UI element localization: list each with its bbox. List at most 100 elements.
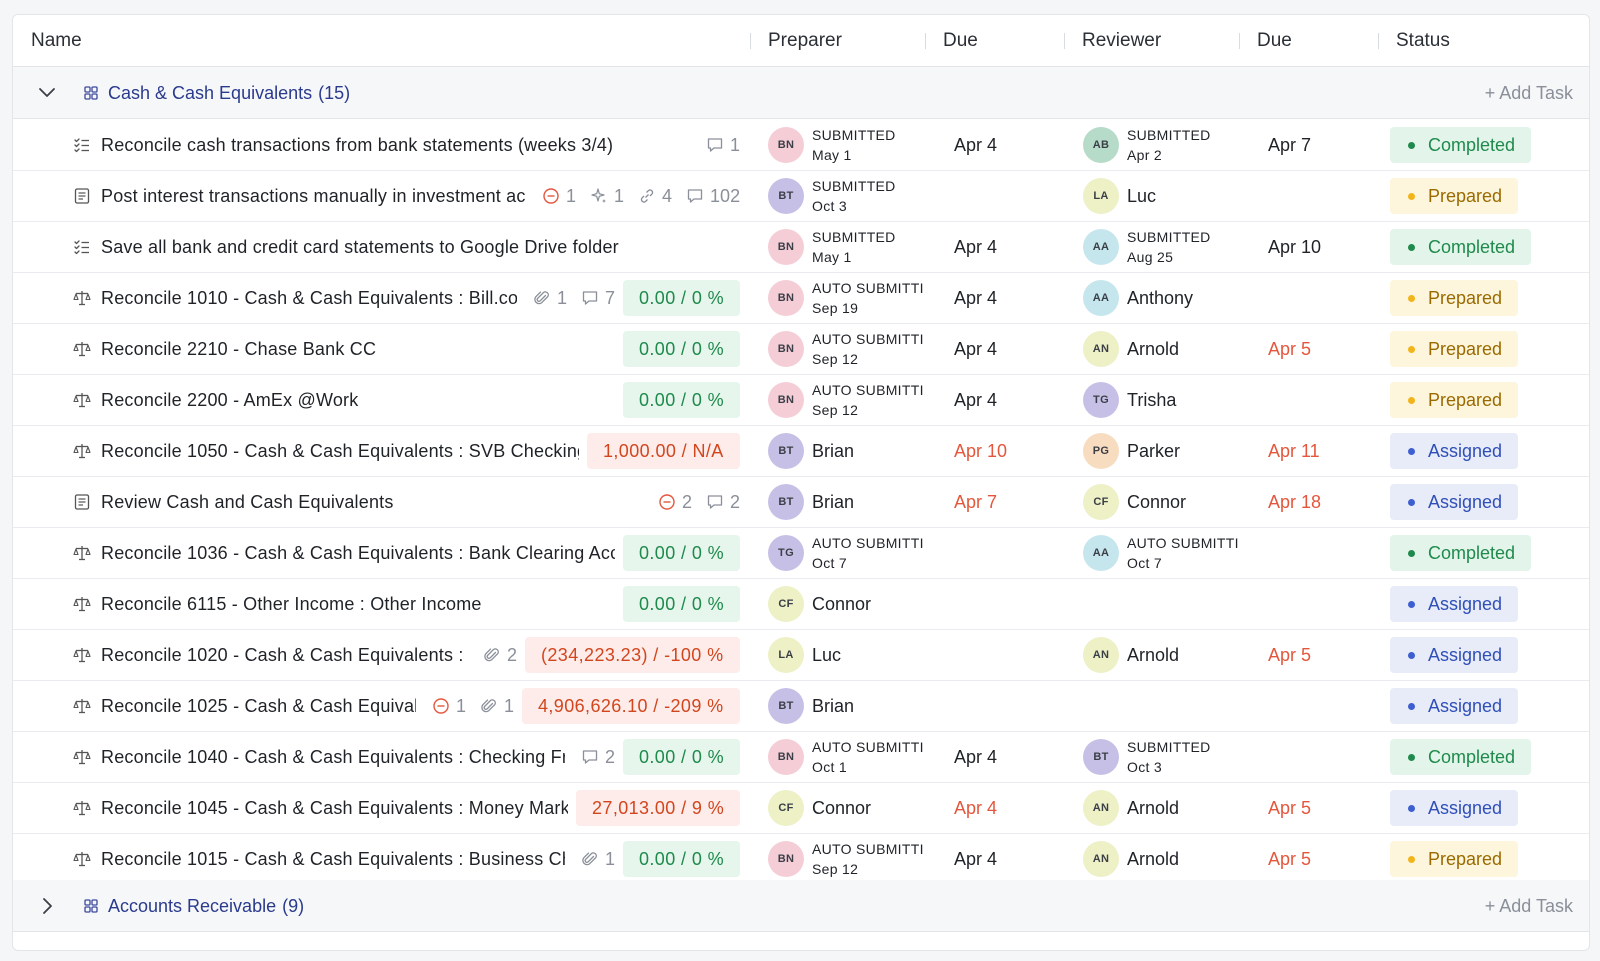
reviewer-due-date[interactable]: Apr 7 xyxy=(1268,135,1312,155)
minus-circle-indicator[interactable]: 2 xyxy=(658,492,692,513)
table-row[interactable]: 0.00 / 0 % Reconcile 2210 - Chase Bank CC… xyxy=(13,323,1589,375)
status-badge[interactable]: Prepared xyxy=(1390,382,1519,418)
task-name[interactable]: Reconcile 1020 - Cash & Cash Equivalents… xyxy=(101,645,467,665)
status-badge[interactable]: Assigned xyxy=(1390,637,1519,673)
reviewer-name[interactable]: Trisha xyxy=(1127,390,1177,410)
avatar[interactable]: AA xyxy=(1083,535,1119,571)
avatar[interactable]: BT xyxy=(768,178,804,214)
preparer-name[interactable]: Connor xyxy=(812,798,872,818)
column-header-preparer-due[interactable]: Due xyxy=(943,30,978,51)
status-badge[interactable]: Completed xyxy=(1390,535,1532,571)
avatar[interactable]: AN xyxy=(1083,331,1119,367)
variance-badge[interactable]: 4,906,626.10 / -209 % xyxy=(522,688,740,724)
table-row[interactable]: (234,223.23) / -100 % 2 Reconcile 1020 - C… xyxy=(13,629,1589,681)
avatar[interactable]: AN xyxy=(1083,841,1119,877)
reviewer-name[interactable]: Parker xyxy=(1127,441,1181,461)
table-row[interactable]: Save all bank and credit card statements… xyxy=(13,221,1589,273)
column-header-status[interactable]: Status xyxy=(1396,30,1450,51)
sparkle-indicator[interactable]: 1 xyxy=(590,186,624,207)
group-header-cash[interactable]: Cash & Cash Equivalents (15) + Add Task xyxy=(13,67,1589,119)
avatar[interactable]: AA xyxy=(1083,280,1119,316)
preparer-due-date[interactable]: Apr 4 xyxy=(954,747,998,767)
group-header-receivable[interactable]: Accounts Receivable (9) + Add Task xyxy=(13,880,1589,932)
avatar[interactable]: BN xyxy=(768,127,804,163)
table-row[interactable]: 1 Reconcile cash transactions from bank s… xyxy=(13,119,1589,171)
avatar[interactable]: AA xyxy=(1083,229,1119,265)
avatar[interactable]: AB xyxy=(1083,127,1119,163)
column-header-reviewer-due[interactable]: Due xyxy=(1257,30,1292,51)
table-row[interactable]: 0.00 / 0 % 1 7 Reconcile 1010 - Cash & Cash… xyxy=(13,272,1589,324)
variance-badge[interactable]: (234,223.23) / -100 % xyxy=(525,637,740,673)
task-name[interactable]: Reconcile 2200 - AmEx @Work xyxy=(101,390,359,410)
avatar[interactable]: BN xyxy=(768,841,804,877)
status-badge[interactable]: Prepared xyxy=(1390,280,1519,316)
column-divider[interactable] xyxy=(1378,33,1379,49)
task-name[interactable]: Reconcile 2210 - Chase Bank CC xyxy=(101,339,377,359)
status-badge[interactable]: Completed xyxy=(1390,739,1532,775)
avatar[interactable]: BN xyxy=(768,739,804,775)
status-badge[interactable]: Assigned xyxy=(1390,790,1519,826)
comment-indicator[interactable]: 1 xyxy=(706,135,740,156)
status-badge[interactable]: Assigned xyxy=(1390,586,1519,622)
reviewer-due-date[interactable]: Apr 5 xyxy=(1268,849,1312,869)
paperclip-indicator[interactable]: 1 xyxy=(533,288,567,309)
variance-badge[interactable]: 0.00 / 0 % xyxy=(623,382,741,418)
preparer-due-date[interactable]: Apr 4 xyxy=(954,849,998,869)
add-task-button[interactable]: + Add Task xyxy=(1484,896,1573,916)
reviewer-name[interactable]: Arnold xyxy=(1127,645,1180,665)
table-row[interactable]: 1,000.00 / N/A Reconcile 1050 - Cash & Ca… xyxy=(13,425,1589,477)
reviewer-name[interactable]: Luc xyxy=(1127,186,1157,206)
comment-indicator[interactable]: 2 xyxy=(581,747,615,768)
reviewer-name[interactable]: Arnold xyxy=(1127,339,1180,359)
group-title[interactable]: Accounts Receivable (9) xyxy=(108,880,304,932)
reviewer-name[interactable]: Connor xyxy=(1127,492,1187,512)
preparer-name[interactable]: Luc xyxy=(812,645,842,665)
avatar[interactable]: AN xyxy=(1083,790,1119,826)
table-row[interactable]: 0.00 / 0 % Reconcile 1036 - Cash & Cash E… xyxy=(13,527,1589,579)
column-divider[interactable] xyxy=(925,33,926,49)
avatar[interactable]: LA xyxy=(1083,178,1119,214)
task-name[interactable]: Reconcile cash transactions from bank st… xyxy=(101,135,614,155)
comment-indicator[interactable]: 7 xyxy=(581,288,615,309)
variance-badge[interactable]: 0.00 / 0 % xyxy=(623,841,741,877)
group-title[interactable]: Cash & Cash Equivalents (15) xyxy=(108,67,350,119)
variance-badge[interactable]: 0.00 / 0 % xyxy=(623,535,741,571)
variance-badge[interactable]: 1,000.00 / N/A xyxy=(587,433,740,469)
preparer-due-date[interactable]: Apr 10 xyxy=(954,441,1008,461)
status-badge[interactable]: Prepared xyxy=(1390,841,1519,877)
task-name[interactable]: Post interest transactions manually in i… xyxy=(101,186,526,206)
table-row[interactable]: 0.00 / 0 % Reconcile 2200 - AmEx @Work BN A… xyxy=(13,374,1589,426)
reviewer-due-date[interactable]: Apr 18 xyxy=(1268,492,1322,512)
reviewer-name[interactable]: Anthony xyxy=(1127,288,1194,308)
column-header-name[interactable]: Name xyxy=(31,30,82,51)
reviewer-name[interactable]: Arnold xyxy=(1127,798,1180,818)
task-name[interactable]: Save all bank and credit card statements… xyxy=(101,237,619,257)
avatar[interactable]: TG xyxy=(1083,382,1119,418)
task-name[interactable]: Reconcile 1010 - Cash & Cash Equivalents… xyxy=(101,288,517,308)
status-badge[interactable]: Completed xyxy=(1390,127,1532,163)
comment-indicator[interactable]: 2 xyxy=(706,492,740,513)
chevron-down-icon[interactable] xyxy=(35,81,59,105)
paperclip-indicator[interactable]: 1 xyxy=(581,849,615,870)
avatar[interactable]: CF xyxy=(768,586,804,622)
avatar[interactable]: BN xyxy=(768,382,804,418)
table-row[interactable]: 0.00 / 0 % 2 Reconcile 1040 - Cash & Cash … xyxy=(13,731,1589,783)
reviewer-due-date[interactable]: Apr 11 xyxy=(1268,441,1320,461)
task-name[interactable]: Reconcile 1036 - Cash & Cash Equivalents… xyxy=(101,543,615,563)
reviewer-due-date[interactable]: Apr 5 xyxy=(1268,798,1312,818)
avatar[interactable]: BT xyxy=(768,484,804,520)
preparer-due-date[interactable]: Apr 4 xyxy=(954,135,998,155)
table-row[interactable]: 4,906,626.10 / -209 % 1 1 Reconcile 1025 - … xyxy=(13,680,1589,732)
preparer-due-date[interactable]: Apr 4 xyxy=(954,288,998,308)
minus-circle-indicator[interactable]: 1 xyxy=(432,696,466,717)
avatar[interactable]: AN xyxy=(1083,637,1119,673)
column-divider[interactable] xyxy=(750,33,751,49)
avatar[interactable]: TG xyxy=(768,535,804,571)
variance-badge[interactable]: 0.00 / 0 % xyxy=(623,280,741,316)
status-badge[interactable]: Assigned xyxy=(1390,433,1519,469)
preparer-due-date[interactable]: Apr 4 xyxy=(954,339,998,359)
table-row[interactable]: 0.00 / 0 % 1 Reconcile 1015 - Cash & Cash … xyxy=(13,833,1589,885)
preparer-name[interactable]: Connor xyxy=(812,594,872,614)
task-name[interactable]: Reconcile 1045 - Cash & Cash Equivalents… xyxy=(101,798,568,818)
table-row[interactable]: 1 1 4 102 Post interest transactions manuall… xyxy=(13,170,1589,222)
